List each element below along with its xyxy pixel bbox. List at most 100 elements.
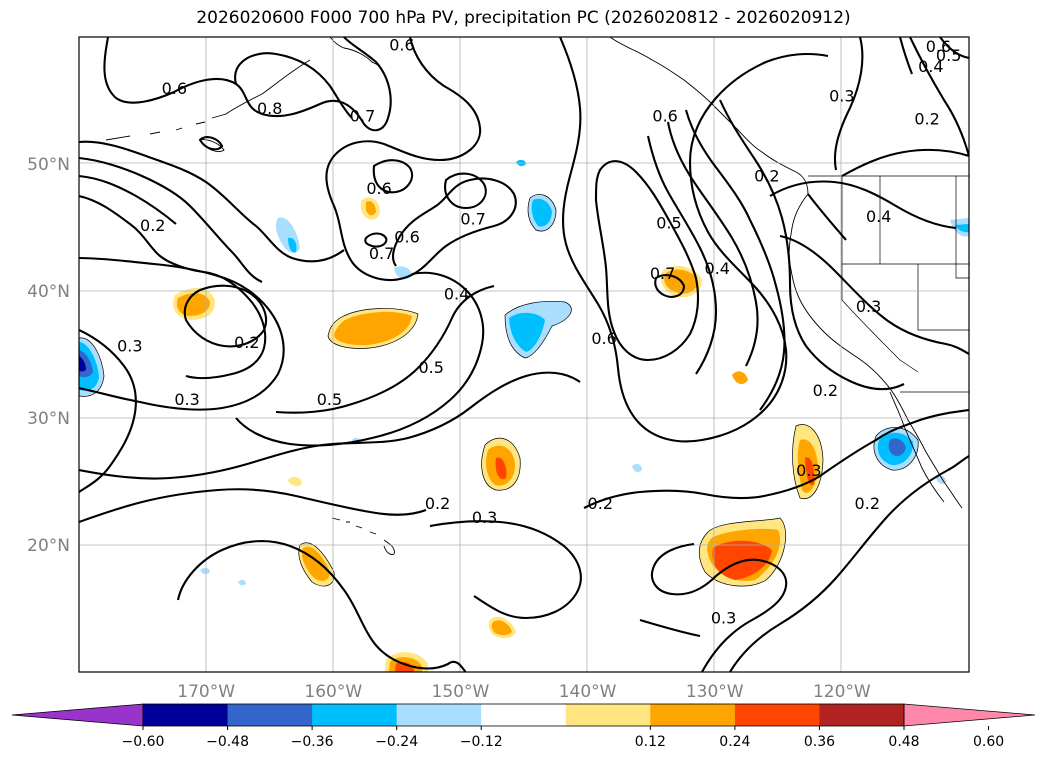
contour-label: 0.7 [369, 244, 394, 263]
colorbar-tick-label: 0.60 [973, 734, 1004, 750]
colorbar-tick-label: −0.12 [460, 734, 503, 750]
colorbar-tick-label: 0.12 [635, 734, 666, 750]
pv-contour [198, 136, 224, 151]
pv-contour [325, 37, 517, 282]
pv-contour [646, 135, 718, 375]
state-border [955, 176, 969, 279]
pv-contour [79, 488, 427, 523]
colorbar-extend-min [11, 703, 144, 727]
pv-contour [79, 156, 263, 283]
precip-positive-region [805, 457, 815, 485]
contour-label: 0.7 [460, 210, 485, 229]
precip-negative-region [509, 312, 545, 352]
colorbar: −0.60 −0.48 −0.36 −0.24 −0.12 0.12 0.24 0.36 0.4… [11, 703, 1036, 750]
precip-outlines [79, 194, 919, 587]
contour-label: 0.3 [856, 297, 881, 316]
state-border [917, 264, 969, 331]
contour-label: 0.7 [350, 107, 375, 126]
bc-coast [609, 37, 809, 195]
colorbar-segment [227, 704, 313, 726]
precip-negative-region [288, 237, 297, 253]
precip-positive-region [495, 457, 507, 480]
contour-label: 0.2 [234, 333, 259, 352]
pv-contours [79, 37, 969, 672]
colorbar-tick-label: −0.24 [375, 734, 418, 750]
colorbar-segment [565, 704, 651, 726]
graticule [79, 37, 969, 672]
colorbar-segment [143, 704, 229, 726]
precip-positive-region [395, 662, 414, 672]
contour-label: 0.6 [394, 227, 419, 246]
pv-contour [719, 99, 905, 391]
political-borders [808, 175, 969, 393]
precip-negative-region [888, 438, 906, 456]
contour-label: 0.2 [588, 494, 613, 513]
contour-label: 0.2 [813, 381, 838, 400]
pv-contour [729, 455, 969, 672]
lon-tick-label: 130°W [686, 682, 744, 702]
colorbar-segment [650, 704, 736, 726]
pv-contour [429, 520, 582, 620]
contour-label: 0.6 [366, 179, 391, 198]
contour-label: 0.6 [926, 37, 951, 56]
pv-contour [684, 109, 786, 411]
contour-label: 0.4 [866, 207, 891, 226]
colorbar-tick-label: −0.48 [206, 734, 249, 750]
colorbar-segment [481, 704, 567, 726]
contour-label: 0.6 [162, 79, 187, 98]
state-border [841, 264, 919, 373]
colorbar-segment [396, 704, 482, 726]
pv-contour [234, 52, 353, 119]
lon-tick-label: 170°W [177, 682, 235, 702]
lat-tick-label: 20°N [27, 536, 70, 556]
lon-tick-label: 140°W [559, 682, 617, 702]
pv-contour [79, 194, 267, 380]
precip-positive-region [334, 311, 412, 346]
colorbar-tick-label: 0.48 [888, 734, 919, 750]
colorbar-segment [734, 704, 820, 726]
alaska-coast [105, 37, 381, 141]
contour-label: 0.5 [418, 358, 443, 377]
pv-contour [654, 274, 686, 298]
precip-positive-region [366, 201, 376, 216]
contour-label: 0.3 [174, 390, 199, 409]
colorbar-segment [312, 704, 398, 726]
pv-contour [639, 618, 701, 638]
contour-label: 0.3 [796, 461, 821, 480]
precip-negative-region [955, 224, 969, 233]
colorbar-segment [819, 704, 905, 726]
pv-contour [807, 193, 847, 241]
pv-contour [898, 37, 913, 75]
contour-label: 0.5 [936, 46, 961, 65]
pv-contour [909, 37, 969, 157]
contour-label: 0.2 [754, 166, 779, 185]
colorbar-extend-max [903, 703, 1036, 727]
pv-contour [650, 542, 788, 672]
precip-negative-region [79, 356, 86, 372]
contour-label: 0.3 [711, 608, 736, 627]
contour-labels: 0.60.8 0.70.60.70.60.70.40.50.50.20.3 0.20… [117, 36, 961, 627]
lat-tick-labels: 50°N 40°N 30°N 20°N [27, 155, 70, 556]
precip-positive-region [491, 620, 512, 635]
contour-label: 0.4 [705, 259, 730, 278]
colorbar-tick-label: −0.60 [122, 734, 165, 750]
contour-label: 0.7 [650, 264, 675, 283]
pv-contour [79, 371, 581, 480]
contour-label: 0.5 [656, 213, 681, 232]
pv-contour [79, 256, 285, 411]
contour-label: 0.5 [317, 390, 342, 409]
lat-tick-label: 30°N [27, 409, 70, 429]
contour-label: 0.2 [425, 494, 450, 513]
pv-contour [841, 148, 969, 177]
pv-contour [833, 37, 864, 171]
contour-label: 0.6 [389, 36, 414, 55]
contour-label: 0.2 [914, 109, 939, 128]
contour-label: 0.4 [444, 285, 469, 304]
pv-contour [364, 232, 388, 248]
precip-positive-region [288, 477, 302, 487]
pv-contour [183, 284, 268, 348]
lat-tick-label: 50°N [27, 155, 70, 175]
contour-label: 0.3 [117, 337, 142, 356]
pv-contour [769, 180, 957, 230]
